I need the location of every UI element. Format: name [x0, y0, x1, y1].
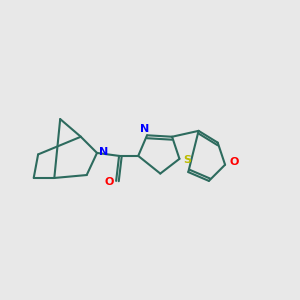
Text: S: S: [184, 155, 192, 165]
Text: N: N: [140, 124, 149, 134]
Text: O: O: [104, 177, 113, 188]
Text: N: N: [99, 147, 108, 157]
Text: O: O: [229, 158, 239, 167]
